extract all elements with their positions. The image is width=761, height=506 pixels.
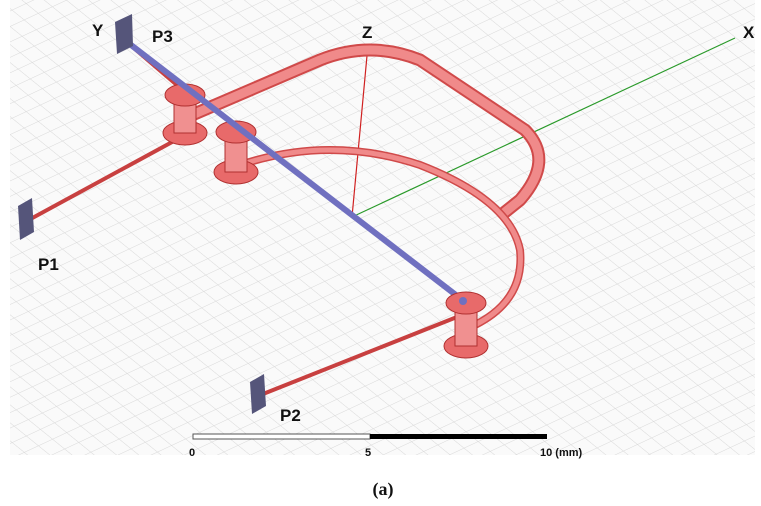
grid xyxy=(10,0,755,455)
figure: Y Z X P1 P2 P3 0 5 10 (mm) (a) xyxy=(0,0,761,506)
port-label: P2 xyxy=(280,406,301,425)
scale-label: 10 (mm) xyxy=(540,447,583,459)
scale-label: 5 xyxy=(365,447,371,459)
port-label: P1 xyxy=(38,255,59,274)
axis-label: Y xyxy=(92,21,104,40)
axis-label: X xyxy=(743,23,755,42)
axis-label: Z xyxy=(362,23,372,42)
scale-bar xyxy=(370,434,547,439)
scale-bar xyxy=(193,434,370,439)
caption: (a) xyxy=(373,479,394,500)
scale-label: 0 xyxy=(189,447,195,459)
port-label: P3 xyxy=(152,27,173,46)
